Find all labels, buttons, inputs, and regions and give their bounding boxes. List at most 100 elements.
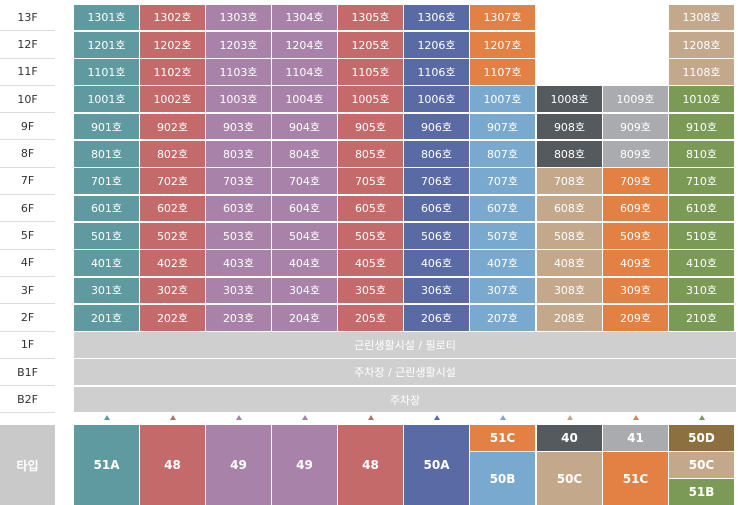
unit-805호[interactable]: 805호 (338, 141, 403, 167)
unit-204호[interactable]: 204호 (272, 304, 337, 331)
type-49[interactable]: 49 (272, 425, 337, 505)
type-50d[interactable]: 50D (669, 425, 734, 451)
unit-803호[interactable]: 803호 (206, 141, 271, 167)
type-51a[interactable]: 51A (74, 425, 139, 505)
unit-409호[interactable]: 409호 (603, 250, 668, 276)
unit-408호[interactable]: 408호 (537, 250, 602, 276)
unit-602호[interactable]: 602호 (140, 195, 205, 222)
unit-503호[interactable]: 503호 (206, 222, 271, 249)
unit-908호[interactable]: 908호 (537, 113, 602, 140)
unit-407호[interactable]: 407호 (470, 250, 535, 276)
unit-709호[interactable]: 709호 (603, 168, 668, 195)
unit-809호[interactable]: 809호 (603, 141, 668, 167)
unit-1003호[interactable]: 1003호 (206, 86, 271, 113)
unit-1207호[interactable]: 1207호 (470, 31, 535, 58)
unit-604호[interactable]: 604호 (272, 195, 337, 222)
unit-907호[interactable]: 907호 (470, 113, 535, 140)
type-49[interactable]: 49 (206, 425, 271, 505)
unit-1307호[interactable]: 1307호 (470, 4, 535, 31)
unit-506호[interactable]: 506호 (404, 222, 469, 249)
unit-1208호[interactable]: 1208호 (669, 31, 734, 58)
unit-305호[interactable]: 305호 (338, 277, 403, 304)
unit-1102호[interactable]: 1102호 (140, 59, 205, 85)
unit-309호[interactable]: 309호 (603, 277, 668, 304)
unit-1005호[interactable]: 1005호 (338, 86, 403, 113)
unit-307호[interactable]: 307호 (470, 277, 535, 304)
unit-208호[interactable]: 208호 (537, 304, 602, 331)
unit-206호[interactable]: 206호 (404, 304, 469, 331)
unit-710호[interactable]: 710호 (669, 168, 734, 195)
unit-703호[interactable]: 703호 (206, 168, 271, 195)
unit-909호[interactable]: 909호 (603, 113, 668, 140)
type-50a[interactable]: 50A (404, 425, 469, 505)
unit-605호[interactable]: 605호 (338, 195, 403, 222)
unit-501호[interactable]: 501호 (74, 222, 139, 249)
unit-1108호[interactable]: 1108호 (669, 59, 734, 85)
unit-901호[interactable]: 901호 (74, 113, 139, 140)
unit-1308호[interactable]: 1308호 (669, 4, 734, 31)
type-48[interactable]: 48 (140, 425, 205, 505)
unit-508호[interactable]: 508호 (537, 222, 602, 249)
unit-607호[interactable]: 607호 (470, 195, 535, 222)
unit-1304호[interactable]: 1304호 (272, 4, 337, 31)
unit-1010호[interactable]: 1010호 (669, 86, 734, 113)
unit-404호[interactable]: 404호 (272, 250, 337, 276)
unit-210호[interactable]: 210호 (669, 304, 734, 331)
unit-1201호[interactable]: 1201호 (74, 31, 139, 58)
unit-1306호[interactable]: 1306호 (404, 4, 469, 31)
unit-1105호[interactable]: 1105호 (338, 59, 403, 85)
unit-903호[interactable]: 903호 (206, 113, 271, 140)
unit-301호[interactable]: 301호 (74, 277, 139, 304)
unit-808호[interactable]: 808호 (537, 141, 602, 167)
type-51b[interactable]: 51B (669, 479, 734, 505)
unit-308호[interactable]: 308호 (537, 277, 602, 304)
unit-505호[interactable]: 505호 (338, 222, 403, 249)
unit-610호[interactable]: 610호 (669, 195, 734, 222)
unit-504호[interactable]: 504호 (272, 222, 337, 249)
unit-1008호[interactable]: 1008호 (537, 86, 602, 113)
unit-1002호[interactable]: 1002호 (140, 86, 205, 113)
unit-502호[interactable]: 502호 (140, 222, 205, 249)
unit-1301호[interactable]: 1301호 (74, 4, 139, 31)
unit-905호[interactable]: 905호 (338, 113, 403, 140)
unit-310호[interactable]: 310호 (669, 277, 734, 304)
type-50b[interactable]: 50B (470, 452, 535, 505)
unit-510호[interactable]: 510호 (669, 222, 734, 249)
unit-1204호[interactable]: 1204호 (272, 31, 337, 58)
unit-303호[interactable]: 303호 (206, 277, 271, 304)
unit-509호[interactable]: 509호 (603, 222, 668, 249)
unit-202호[interactable]: 202호 (140, 304, 205, 331)
unit-201호[interactable]: 201호 (74, 304, 139, 331)
unit-203호[interactable]: 203호 (206, 304, 271, 331)
unit-706호[interactable]: 706호 (404, 168, 469, 195)
unit-1007호[interactable]: 1007호 (470, 86, 535, 113)
unit-406호[interactable]: 406호 (404, 250, 469, 276)
unit-403호[interactable]: 403호 (206, 250, 271, 276)
unit-702호[interactable]: 702호 (140, 168, 205, 195)
unit-906호[interactable]: 906호 (404, 113, 469, 140)
unit-1203호[interactable]: 1203호 (206, 31, 271, 58)
unit-410호[interactable]: 410호 (669, 250, 734, 276)
unit-904호[interactable]: 904호 (272, 113, 337, 140)
type-51c[interactable]: 51C (603, 452, 668, 505)
unit-1004호[interactable]: 1004호 (272, 86, 337, 113)
unit-1001호[interactable]: 1001호 (74, 86, 139, 113)
unit-1206호[interactable]: 1206호 (404, 31, 469, 58)
type-41[interactable]: 41 (603, 425, 668, 451)
unit-810호[interactable]: 810호 (669, 141, 734, 167)
unit-405호[interactable]: 405호 (338, 250, 403, 276)
type-51c[interactable]: 51C (470, 425, 535, 451)
unit-1106호[interactable]: 1106호 (404, 59, 469, 85)
unit-609호[interactable]: 609호 (603, 195, 668, 222)
unit-1107호[interactable]: 1107호 (470, 59, 535, 85)
unit-1305호[interactable]: 1305호 (338, 4, 403, 31)
unit-1302호[interactable]: 1302호 (140, 4, 205, 31)
unit-902호[interactable]: 902호 (140, 113, 205, 140)
unit-302호[interactable]: 302호 (140, 277, 205, 304)
unit-704호[interactable]: 704호 (272, 168, 337, 195)
unit-806호[interactable]: 806호 (404, 141, 469, 167)
unit-603호[interactable]: 603호 (206, 195, 271, 222)
unit-705호[interactable]: 705호 (338, 168, 403, 195)
unit-807호[interactable]: 807호 (470, 141, 535, 167)
type-40[interactable]: 40 (537, 425, 602, 451)
